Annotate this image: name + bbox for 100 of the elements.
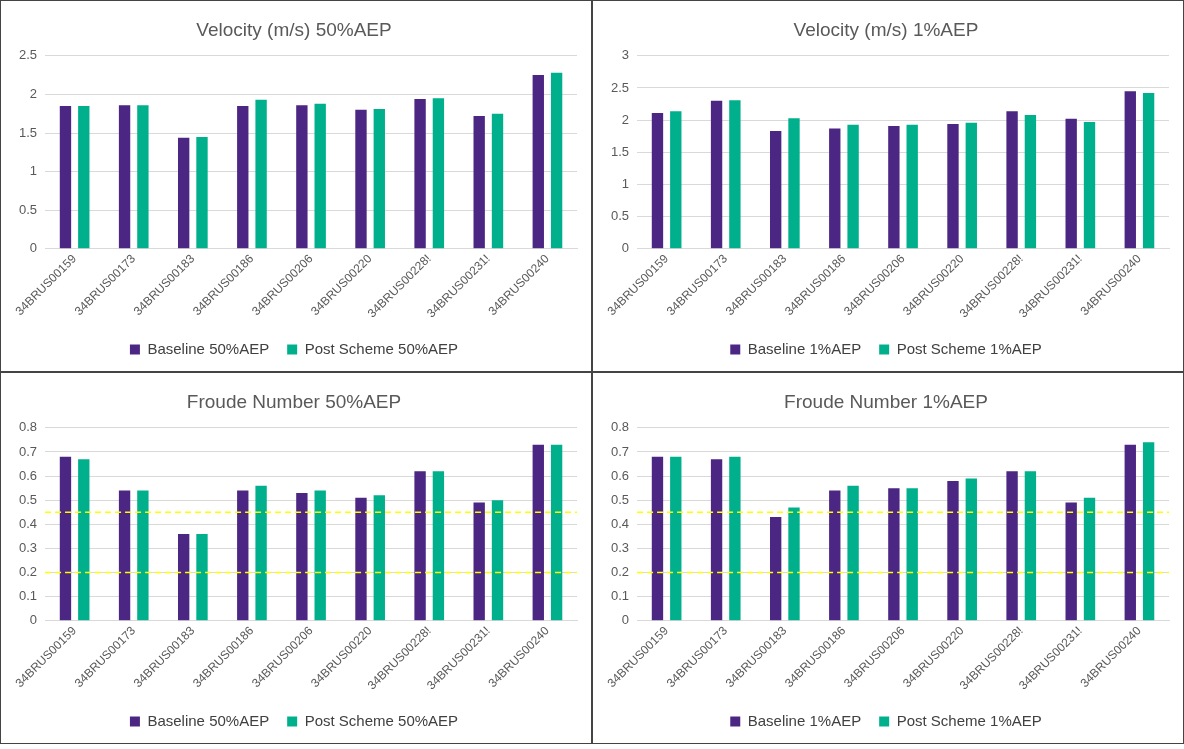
bar <box>532 75 544 249</box>
chart-title: Froude Number 1%AEP <box>784 390 988 412</box>
y-tick-label: 0.7 <box>610 443 630 459</box>
chart-title: Velocity (m/s) 1%AEP <box>793 18 979 40</box>
bar <box>1083 122 1096 249</box>
bar <box>670 111 682 249</box>
bar <box>847 124 859 249</box>
legend-label: Baseline 1%AEP <box>747 711 862 729</box>
bar <box>670 456 682 621</box>
bar <box>1006 471 1018 621</box>
bar <box>1083 497 1096 621</box>
bar <box>314 490 326 621</box>
y-tick-label: 0.1 <box>610 588 630 604</box>
bar <box>177 533 190 621</box>
bar <box>1065 118 1077 249</box>
bar <box>373 109 385 249</box>
bar <box>1024 115 1037 249</box>
y-tick-label: 0 <box>29 612 38 628</box>
bar <box>432 471 445 621</box>
legend-label: Post Scheme 1%AEP <box>896 711 1042 729</box>
bar <box>965 478 977 621</box>
y-tick-label: 0.4 <box>18 515 38 531</box>
bar <box>651 456 664 621</box>
y-tick-label: 2 <box>29 85 38 101</box>
bar <box>314 103 326 249</box>
bar <box>729 100 741 249</box>
y-tick-label: 2.5 <box>18 47 38 63</box>
bar <box>965 122 977 249</box>
bar <box>196 533 208 621</box>
bar <box>1024 471 1037 621</box>
y-tick-label: 0 <box>29 240 38 256</box>
bar <box>414 471 426 621</box>
bar <box>118 105 131 249</box>
bar <box>906 488 918 621</box>
legend-label: Baseline 50%AEP <box>147 711 270 729</box>
bar <box>550 444 563 621</box>
y-tick-label: 0.8 <box>18 419 38 435</box>
bar <box>137 490 149 621</box>
bar <box>829 490 841 621</box>
legend-label: Post Scheme 50%AEP <box>304 339 459 357</box>
bar <box>1124 444 1136 621</box>
bar <box>1142 442 1155 621</box>
bar <box>491 500 504 621</box>
y-tick-label: 0.7 <box>18 443 38 459</box>
y-tick-label: 0.2 <box>610 564 630 580</box>
bar <box>473 502 485 621</box>
bar <box>788 507 800 621</box>
bar <box>532 444 544 621</box>
y-tick-label: 3 <box>621 47 630 63</box>
bar <box>255 485 267 621</box>
bar <box>491 113 504 249</box>
bar <box>788 118 800 249</box>
bar <box>769 517 782 621</box>
bar <box>729 456 741 621</box>
bar <box>947 124 959 249</box>
bar <box>710 459 723 621</box>
legend-label: Post Scheme 1%AEP <box>896 339 1042 357</box>
bar <box>355 109 367 249</box>
y-tick-label: 0.4 <box>610 515 630 531</box>
bar <box>1006 111 1018 249</box>
y-tick-label: 0.3 <box>610 540 630 556</box>
bar <box>414 99 426 249</box>
bar <box>1124 91 1136 249</box>
y-tick-label: 0.8 <box>610 419 630 435</box>
bar <box>550 72 563 249</box>
y-tick-label: 0 <box>621 240 630 256</box>
y-tick-label: 2.5 <box>610 79 630 95</box>
bar <box>1142 93 1155 249</box>
bar <box>237 490 249 621</box>
bar <box>355 497 367 621</box>
bar <box>473 116 485 249</box>
bar <box>769 131 782 249</box>
y-tick-label: 1 <box>29 163 38 179</box>
y-tick-label: 0 <box>621 612 630 628</box>
y-tick-label: 1.5 <box>610 143 630 159</box>
bar <box>78 105 90 249</box>
bar <box>888 125 900 249</box>
y-tick-label: 0.6 <box>610 467 630 483</box>
y-tick-label: 0.5 <box>610 208 630 224</box>
bar <box>255 99 267 249</box>
bar <box>59 105 72 249</box>
bar <box>829 128 841 249</box>
y-tick-label: 0.2 <box>18 564 38 580</box>
y-tick-label: 0.5 <box>18 201 38 217</box>
chart-title: Velocity (m/s) 50%AEP <box>196 18 392 40</box>
bar <box>847 485 859 621</box>
bar <box>296 492 308 621</box>
y-tick-label: 1 <box>621 176 630 192</box>
y-tick-label: 0.6 <box>18 467 38 483</box>
bar <box>651 113 664 249</box>
bar <box>177 137 190 249</box>
chart-title: Froude Number 50%AEP <box>186 390 402 412</box>
y-tick-label: 0.3 <box>18 540 38 556</box>
legend-label: Baseline 1%AEP <box>747 339 862 357</box>
bar <box>59 456 72 621</box>
bar <box>118 490 131 621</box>
legend-label: Baseline 50%AEP <box>147 339 270 357</box>
bar <box>947 480 959 621</box>
bar <box>888 488 900 621</box>
bar <box>196 136 208 249</box>
